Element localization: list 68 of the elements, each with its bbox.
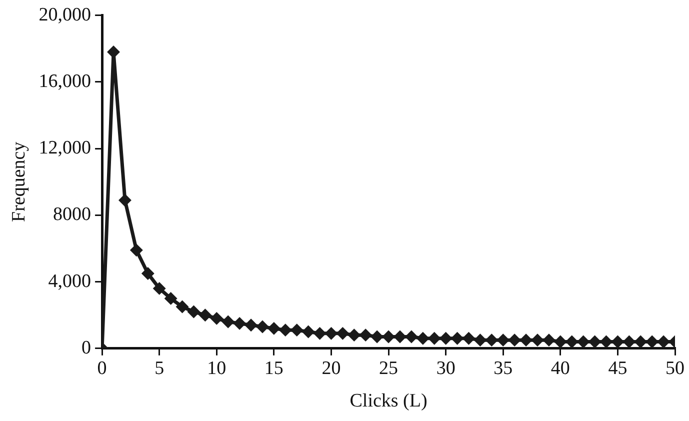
point: [210, 312, 222, 324]
point: [440, 332, 452, 344]
point: [566, 336, 578, 348]
x-tick-label: 15: [264, 358, 284, 379]
x-tick-label: 20: [322, 358, 341, 379]
y-tick-label: 0: [82, 337, 92, 358]
x-tick-label: 45: [608, 358, 628, 379]
point: [532, 334, 544, 346]
point: [417, 332, 429, 344]
y-tick-label: 4,000: [48, 270, 92, 292]
point: [428, 332, 440, 344]
point: [612, 336, 624, 348]
point: [462, 332, 474, 344]
point: [154, 282, 166, 294]
point: [268, 322, 280, 334]
point: [314, 328, 326, 340]
point: [199, 309, 211, 321]
point: [543, 334, 555, 346]
point: [520, 334, 532, 346]
point: [371, 330, 383, 342]
point: [256, 321, 268, 333]
point: [394, 330, 406, 342]
point: [325, 328, 337, 340]
point: [634, 336, 646, 348]
x-tick-label: 5: [154, 358, 164, 379]
point: [222, 316, 234, 328]
point: [336, 328, 348, 340]
x-tick-label: 50: [666, 358, 684, 379]
point: [348, 329, 360, 341]
point: [165, 292, 177, 304]
point: [623, 336, 635, 348]
x-axis-title: Clicks (L): [350, 390, 428, 412]
point: [108, 46, 120, 58]
point: [578, 336, 590, 348]
point: [646, 336, 658, 348]
point: [280, 324, 292, 336]
point: [360, 329, 372, 341]
point: [497, 334, 509, 346]
point: [406, 330, 418, 342]
y-tick-label: 16,000: [38, 70, 92, 92]
x-tick-label: 0: [97, 358, 107, 379]
point: [589, 336, 601, 348]
point: [176, 301, 188, 313]
x-tick-label: 10: [207, 358, 226, 379]
x-tick-label: 35: [494, 358, 513, 379]
x-tick-label: 25: [379, 358, 398, 379]
point: [302, 326, 314, 338]
point: [508, 334, 520, 346]
point: [486, 334, 498, 346]
y-tick-label: 8000: [53, 204, 92, 226]
point: [452, 332, 464, 344]
y-tick-label: 12,000: [38, 138, 92, 159]
point: [142, 268, 154, 280]
point: [130, 244, 142, 256]
point: [234, 318, 246, 330]
point: [382, 330, 394, 342]
y-tick-label: 20,000: [38, 4, 92, 26]
point: [291, 324, 303, 336]
x-tick-label: 30: [436, 358, 456, 379]
point: [554, 336, 566, 348]
y-axis-title: Frequency: [8, 141, 30, 222]
point: [188, 306, 200, 318]
point: [600, 336, 612, 348]
point: [119, 194, 131, 206]
point: [245, 319, 257, 331]
x-tick-label: 40: [550, 358, 570, 379]
point: [474, 334, 486, 346]
point: [658, 336, 670, 348]
